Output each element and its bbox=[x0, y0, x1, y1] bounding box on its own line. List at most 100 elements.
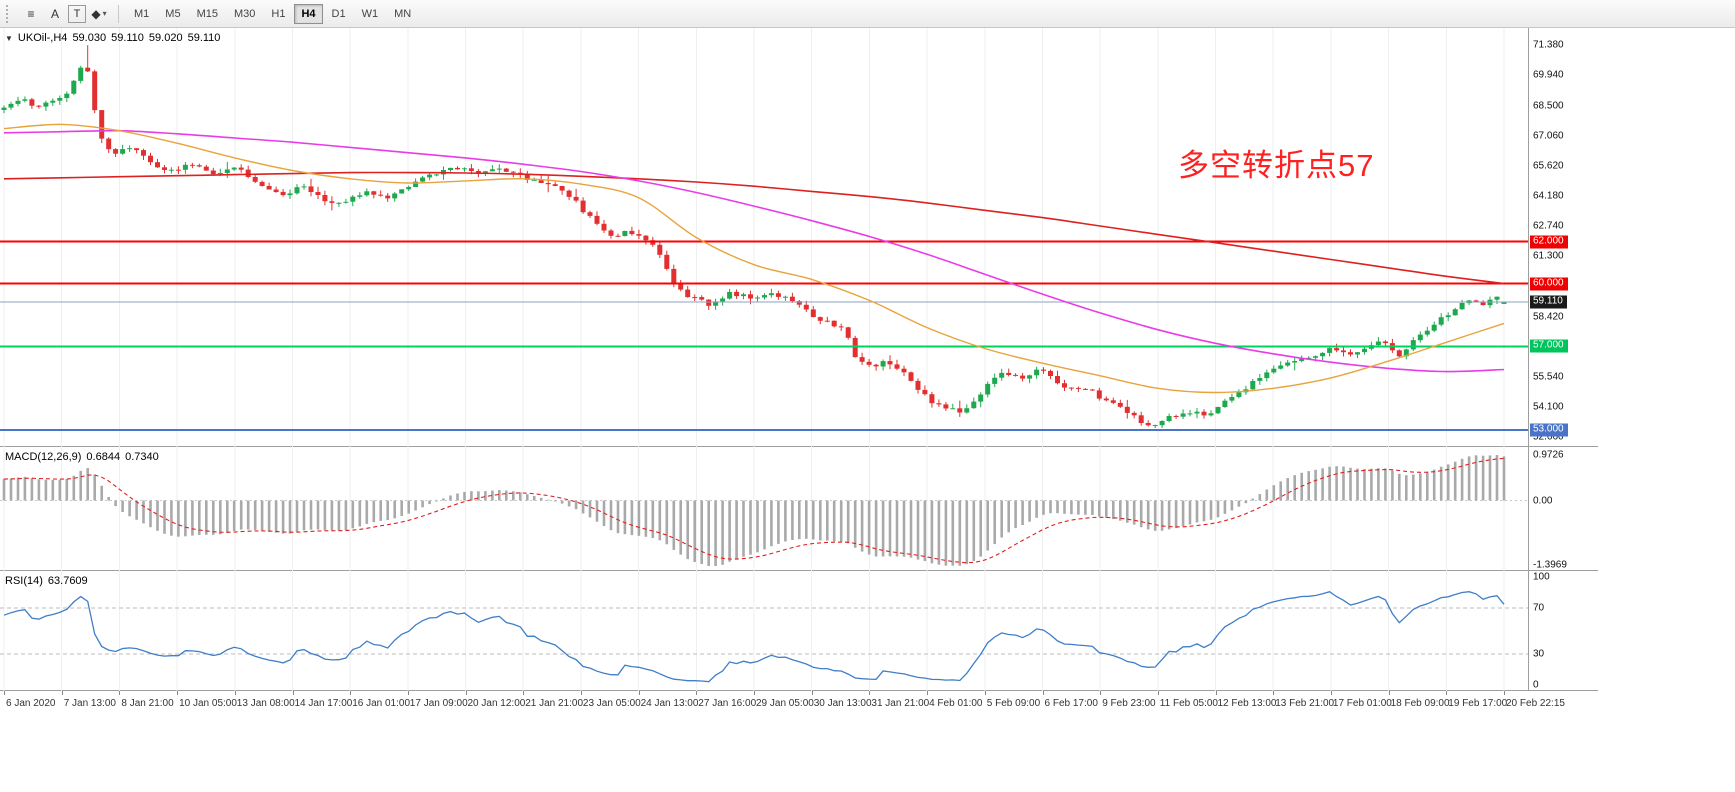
time-axis-label: 20 Jan 12:00 bbox=[467, 698, 526, 709]
time-tick bbox=[984, 691, 986, 695]
time-axis-label: 11 Feb 05:00 bbox=[1159, 698, 1218, 709]
timeframe-m15[interactable]: M15 bbox=[190, 4, 225, 24]
main-chart-panel: ▼ UKOil-,H4 59.030 59.110 59.020 59.110 多空转折点… bbox=[0, 28, 1598, 447]
time-tick bbox=[177, 691, 179, 695]
rsi-label: RSI(14) 63.7609 bbox=[5, 575, 93, 587]
macd-value-main: 0.6844 bbox=[86, 451, 121, 463]
time-tick bbox=[234, 691, 236, 695]
toolbar: ≡ A T ◆ ▾ M1 M5 M15 M30 H1 H4 D1 W1 MN bbox=[0, 0, 1735, 28]
macd-histogram bbox=[2, 455, 1506, 566]
draw-shapes-icon[interactable]: ◆ ▾ bbox=[88, 3, 110, 25]
timeframe-h1[interactable]: H1 bbox=[264, 4, 292, 24]
price-axis-label: 61.300 bbox=[1533, 250, 1564, 262]
price-axis-label: 71.380 bbox=[1533, 39, 1564, 51]
time-tick bbox=[1157, 691, 1159, 695]
time-tick bbox=[1330, 691, 1332, 695]
time-axis-label: 13 Jan 08:00 bbox=[236, 698, 295, 709]
candlestick-plot[interactable] bbox=[0, 28, 1528, 447]
timeframe-h4[interactable]: H4 bbox=[294, 3, 323, 24]
time-tick bbox=[350, 691, 352, 695]
rsi-value: 63.7609 bbox=[47, 575, 88, 587]
price-axis-label: 55.540 bbox=[1533, 371, 1564, 383]
time-axis-label: 18 Feb 09:00 bbox=[1390, 698, 1450, 709]
timeframe-w1[interactable]: W1 bbox=[355, 4, 386, 24]
timeframe-m30[interactable]: M30 bbox=[227, 4, 262, 24]
rsi-axis-label: 100 bbox=[1533, 571, 1550, 583]
price-badge: 53.000 bbox=[1530, 423, 1568, 437]
macd-panel: MACD(12,26,9) 0.6844 0.7340 0.9726 0.00 -1.3… bbox=[0, 447, 1598, 571]
macd-signal-line bbox=[3, 457, 1505, 564]
price-badge: 60.000 bbox=[1530, 277, 1568, 291]
price-axis-label: 68.500 bbox=[1533, 100, 1564, 111]
time-axis-label: 23 Jan 05:00 bbox=[582, 698, 641, 709]
text-box-icon[interactable]: T bbox=[68, 4, 86, 23]
time-tick bbox=[61, 691, 63, 695]
chart-lines-icon[interactable]: ≡ bbox=[20, 3, 42, 25]
time-tick bbox=[638, 691, 640, 695]
time-axis-label: 7 Jan 13:00 bbox=[63, 698, 116, 709]
time-tick bbox=[580, 691, 582, 695]
time-axis-label: 17 Jan 09:00 bbox=[409, 698, 468, 709]
time-tick bbox=[1273, 691, 1275, 695]
rsi-panel: RSI(14) 63.7609 100 70 30 0 bbox=[0, 571, 1598, 691]
price-axis-label: 65.620 bbox=[1533, 160, 1564, 172]
price-axis[interactable]: 71.380 69.940 68.500 67.060 65.620 64.180 62.7… bbox=[1528, 28, 1598, 446]
price-badge: 62.000 bbox=[1530, 235, 1568, 249]
rsi-plot[interactable] bbox=[0, 571, 1528, 691]
time-axis-label: 29 Jan 05:00 bbox=[756, 698, 814, 709]
price-badge: 59.110 bbox=[1530, 295, 1567, 309]
price-axis-label: 62.740 bbox=[1533, 220, 1564, 232]
time-tick bbox=[754, 691, 755, 695]
chart-symbol: UKOil-,H4 bbox=[17, 32, 68, 44]
price-axis-label: 54.100 bbox=[1533, 401, 1564, 413]
time-axis-label: 21 Jan 21:00 bbox=[525, 698, 584, 709]
time-tick bbox=[465, 691, 467, 695]
ohlc-close: 59.110 bbox=[187, 32, 221, 44]
time-axis-label: 24 Jan 13:00 bbox=[640, 698, 699, 709]
timeframe-group: M1 M5 M15 M30 H1 H4 D1 W1 MN bbox=[126, 3, 419, 24]
price-axis-label: 52.660 bbox=[1533, 431, 1564, 443]
time-axis-label: 4 Feb 01:00 bbox=[929, 698, 983, 709]
time-axis-label: 6 Jan 2020 bbox=[6, 698, 56, 709]
time-tick bbox=[292, 691, 294, 695]
toolbar-grip[interactable] bbox=[6, 4, 13, 23]
time-tick bbox=[1215, 691, 1217, 695]
time-axis-label: 19 Feb 17:00 bbox=[1448, 698, 1508, 709]
ohlc-open: 59.030 bbox=[72, 32, 107, 44]
time-axis[interactable]: 6 Jan 2020 7 Jan 13:00 8 Jan 21:00 10 Jan 0… bbox=[0, 691, 1598, 717]
time-tick bbox=[407, 691, 409, 695]
time-tick bbox=[1388, 691, 1390, 695]
candles-group bbox=[1, 45, 1507, 429]
time-tick bbox=[1446, 691, 1448, 695]
dropdown-caret-icon: ▾ bbox=[102, 9, 107, 18]
text-annotation-icon[interactable]: A bbox=[44, 3, 66, 25]
macd-axis-label: 0.9726 bbox=[1533, 449, 1564, 461]
time-tick bbox=[523, 691, 525, 695]
time-axis-label: 12 Feb 13:00 bbox=[1217, 698, 1277, 709]
time-axis-label: 6 Feb 17:00 bbox=[1044, 698, 1098, 709]
time-tick bbox=[811, 691, 813, 695]
macd-axis[interactable]: 0.9726 0.00 -1.3969 bbox=[1528, 447, 1598, 571]
timeframe-m5[interactable]: M5 bbox=[158, 4, 187, 24]
macd-value-signal: 0.7340 bbox=[125, 451, 159, 463]
time-axis-label: 17 Feb 01:00 bbox=[1332, 698, 1392, 709]
time-axis-label: 20 Feb 22:15 bbox=[1506, 698, 1565, 709]
time-axis-label: 5 Feb 09:00 bbox=[986, 698, 1041, 709]
timeframe-m1[interactable]: M1 bbox=[127, 4, 156, 24]
collapse-arrow-icon[interactable]: ▼ bbox=[5, 34, 13, 43]
rsi-axis-label: 30 bbox=[1533, 648, 1545, 660]
macd-name: MACD(12,26,9) bbox=[5, 451, 82, 463]
timeframe-d1[interactable]: D1 bbox=[325, 4, 353, 24]
rsi-axis-label: 0 bbox=[1533, 679, 1539, 691]
ma-mid-magenta-line bbox=[3, 129, 1505, 373]
rsi-axis[interactable]: 100 70 30 0 bbox=[1528, 571, 1598, 691]
macd-plot[interactable] bbox=[0, 447, 1528, 571]
timeframe-mn[interactable]: MN bbox=[387, 4, 418, 24]
macd-axis-label: 0.00 bbox=[1533, 495, 1553, 506]
price-axis-label: 64.180 bbox=[1533, 190, 1564, 202]
price-axis-label: 58.420 bbox=[1533, 311, 1564, 323]
time-tick bbox=[1042, 691, 1044, 695]
time-axis-label: 31 Jan 21:00 bbox=[871, 698, 930, 709]
ma-slow-red-line bbox=[3, 171, 1505, 285]
chart-annotation[interactable]: 多空转折点57 bbox=[1178, 148, 1375, 183]
